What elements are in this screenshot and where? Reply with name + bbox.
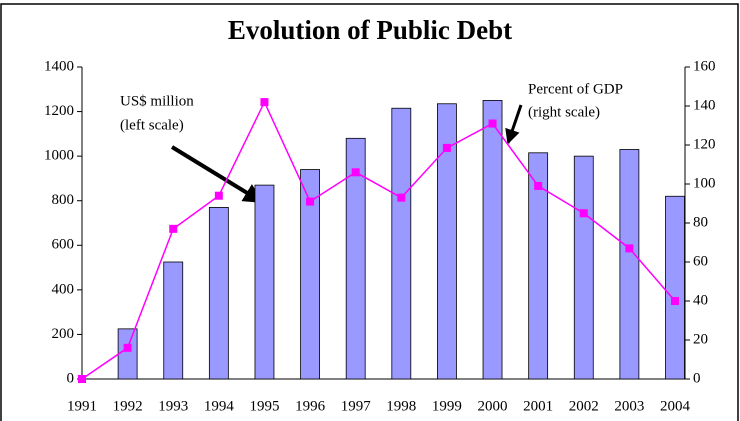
x-tick-label: 2004 — [660, 398, 691, 414]
marker — [579, 209, 588, 218]
y-tick-label: 1000 — [44, 148, 74, 164]
bar — [254, 184, 275, 380]
y2-tick-label: 160 — [693, 58, 716, 74]
annotation: (left scale) — [120, 117, 184, 133]
line — [81, 100, 676, 380]
y2-tick-label: 80 — [693, 214, 708, 230]
marker — [306, 197, 315, 206]
y2-tick-label: 120 — [693, 136, 716, 152]
x-tick-label: 2001 — [523, 398, 553, 414]
x-tick-label: 2003 — [614, 398, 644, 414]
marker — [260, 98, 269, 107]
y-tick-label: 0 — [67, 370, 75, 386]
y2-tick-label: 100 — [693, 175, 716, 191]
bar — [482, 100, 503, 380]
marker — [671, 297, 679, 305]
frame — [0, 3, 739, 421]
x-tick-label: 1993 — [158, 398, 188, 414]
y-tick-label: 600 — [52, 237, 75, 253]
x-tick-label: 1991 — [67, 398, 97, 414]
y2-tick-label: 0 — [693, 370, 701, 386]
bar — [619, 149, 640, 380]
bar — [665, 195, 685, 380]
x-tick-label: 2000 — [478, 398, 508, 414]
y-tick-label: 800 — [52, 192, 75, 208]
marker — [534, 181, 543, 190]
bar — [163, 261, 184, 380]
arrow — [505, 104, 523, 145]
bar — [391, 107, 412, 380]
annotation: Percent of GDP — [528, 81, 623, 97]
annotation: (right scale) — [528, 104, 600, 120]
y-tick-label: 1200 — [44, 103, 74, 119]
bar — [300, 169, 320, 380]
x-tick-label: 2002 — [569, 398, 599, 414]
marker — [351, 168, 360, 177]
x-tick-label: 1994 — [204, 398, 235, 414]
bar — [437, 103, 457, 380]
marker — [169, 224, 178, 233]
annotation: US$ million — [120, 93, 194, 109]
y2-tick-label: 140 — [693, 97, 716, 113]
bar — [117, 328, 138, 380]
y2-tick-label: 40 — [693, 292, 708, 308]
y2-tick-label: 20 — [693, 331, 708, 347]
marker — [625, 244, 634, 253]
x-tick-label: 1997 — [341, 398, 372, 414]
arrow — [170, 145, 264, 204]
x-tick-label: 1995 — [249, 398, 279, 414]
marker — [78, 375, 86, 383]
marker — [397, 193, 406, 202]
y-tick-label: 200 — [52, 326, 75, 342]
marker — [214, 191, 223, 200]
x-tick-label: 1992 — [113, 398, 143, 414]
x-tick-label: 1999 — [432, 398, 462, 414]
y-tick-label: 1400 — [44, 58, 74, 74]
y-tick-label: 400 — [52, 281, 75, 297]
marker — [488, 119, 497, 128]
bar — [528, 152, 549, 380]
bar — [208, 206, 229, 380]
y2-tick-label: 60 — [693, 253, 708, 269]
x-tick-label: 1996 — [295, 398, 326, 414]
bar — [345, 137, 366, 380]
marker — [123, 343, 132, 352]
bar — [573, 155, 594, 380]
chart-title: Evolution of Public Debt — [228, 15, 512, 45]
marker — [442, 143, 451, 152]
x-tick-label: 1998 — [386, 398, 416, 414]
